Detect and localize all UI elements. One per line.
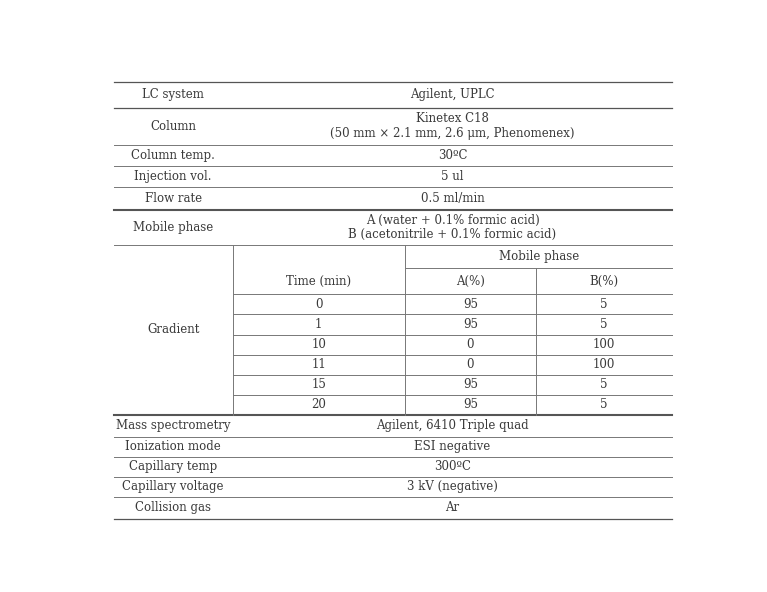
Text: Mobile phase: Mobile phase <box>133 221 213 234</box>
Text: 10: 10 <box>311 338 326 351</box>
Text: 95: 95 <box>463 318 478 331</box>
Text: Flow rate: Flow rate <box>145 192 202 205</box>
Text: Agilent, UPLC: Agilent, UPLC <box>410 88 495 101</box>
Text: Time (min): Time (min) <box>286 275 351 288</box>
Text: 300ºC: 300ºC <box>434 460 471 473</box>
Text: ESI negative: ESI negative <box>414 440 491 453</box>
Text: Injection vol.: Injection vol. <box>134 170 212 183</box>
Text: 0: 0 <box>466 338 474 351</box>
Text: Column temp.: Column temp. <box>131 149 215 162</box>
Text: Mass spectrometry: Mass spectrometry <box>116 419 230 432</box>
Text: 0: 0 <box>466 358 474 371</box>
Text: Ionization mode: Ionization mode <box>125 440 221 453</box>
Text: Kinetex C18: Kinetex C18 <box>416 112 489 125</box>
Text: Mobile phase: Mobile phase <box>499 250 579 263</box>
Text: Gradient: Gradient <box>147 323 199 336</box>
Text: 5 ul: 5 ul <box>441 170 464 183</box>
Text: Agilent, 6410 Triple quad: Agilent, 6410 Triple quad <box>377 419 528 432</box>
Text: 30ºC: 30ºC <box>438 149 467 162</box>
Text: LC system: LC system <box>142 88 204 101</box>
Text: 0.5 ml/min: 0.5 ml/min <box>420 192 485 205</box>
Text: B (acetonitrile + 0.1% formic acid): B (acetonitrile + 0.1% formic acid) <box>348 228 557 241</box>
Text: 11: 11 <box>311 358 326 371</box>
Text: Column: Column <box>150 120 196 133</box>
Text: 5: 5 <box>601 318 608 331</box>
Text: 3 kV (negative): 3 kV (negative) <box>407 480 498 493</box>
Text: 100: 100 <box>593 338 615 351</box>
Text: 15: 15 <box>311 378 326 391</box>
Text: B(%): B(%) <box>590 275 619 288</box>
Text: Capillary temp: Capillary temp <box>129 460 217 473</box>
Text: Capillary voltage: Capillary voltage <box>123 480 224 493</box>
Text: 100: 100 <box>593 358 615 371</box>
Text: 5: 5 <box>601 398 608 411</box>
Text: 5: 5 <box>601 298 608 311</box>
Text: 95: 95 <box>463 398 478 411</box>
Text: Collision gas: Collision gas <box>135 501 211 514</box>
Text: Ar: Ar <box>446 501 459 514</box>
Text: 95: 95 <box>463 378 478 391</box>
Text: 20: 20 <box>311 398 326 411</box>
Text: A(%): A(%) <box>456 275 485 288</box>
Text: A (water + 0.1% formic acid): A (water + 0.1% formic acid) <box>366 214 539 227</box>
Text: 1: 1 <box>315 318 322 331</box>
Text: 0: 0 <box>315 298 323 311</box>
Text: 95: 95 <box>463 298 478 311</box>
Text: 5: 5 <box>601 378 608 391</box>
Text: (50 mm × 2.1 mm, 2.6 μm, Phenomenex): (50 mm × 2.1 mm, 2.6 μm, Phenomenex) <box>331 127 574 140</box>
